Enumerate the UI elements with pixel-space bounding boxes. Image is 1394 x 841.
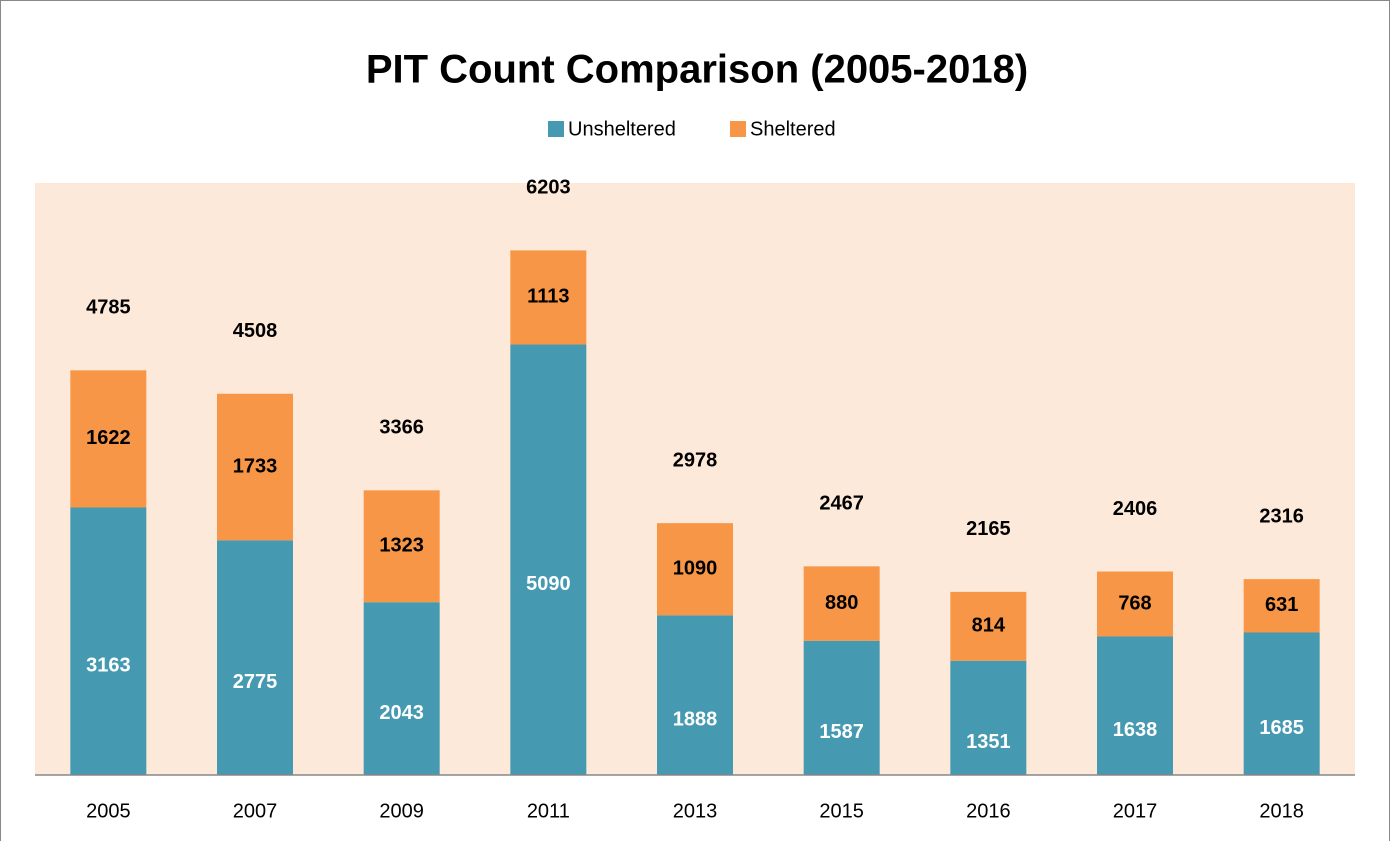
bar-segment [1243, 579, 1320, 633]
total-label: 2406 [1113, 498, 1158, 520]
total-label: 2316 [1259, 505, 1304, 527]
total-label: 4508 [233, 320, 278, 342]
data-label: 2043 [379, 702, 424, 724]
bar-segment [70, 507, 147, 775]
data-label: 1733 [233, 455, 278, 477]
legend-label: Unsheltered [568, 118, 676, 140]
x-tick-label: 2018 [1259, 800, 1304, 822]
data-label: 1888 [673, 708, 718, 730]
total-label: 3366 [379, 417, 424, 439]
data-label: 1113 [527, 286, 569, 308]
x-tick-label: 2017 [1113, 800, 1158, 822]
data-label: 1638 [1113, 719, 1158, 741]
bar-segment [803, 640, 880, 775]
x-tick-label: 2015 [819, 800, 864, 822]
legend-swatch [730, 121, 746, 137]
total-label: 4785 [86, 297, 131, 319]
bar-segment [510, 250, 587, 345]
data-label: 1351 [966, 731, 1011, 753]
data-label: 2775 [233, 671, 278, 693]
x-tick-label: 2005 [86, 800, 131, 822]
total-label: 2467 [819, 493, 864, 515]
bar-segment [657, 615, 733, 775]
bar-segment [950, 591, 1027, 661]
x-tick-label: 2011 [527, 800, 570, 822]
data-label: 1622 [86, 427, 131, 449]
bar-segment [1097, 571, 1173, 637]
data-label: 631 [1265, 594, 1298, 616]
bar-segment [70, 370, 147, 508]
x-tick-label: 2013 [673, 800, 718, 822]
total-label: 2978 [673, 449, 718, 471]
chart-title: PIT Count Comparison (2005-2018) [366, 48, 1028, 92]
x-tick-label: 2016 [966, 800, 1011, 822]
bar-segment [363, 490, 440, 603]
total-label: 6203 [526, 177, 571, 199]
data-label: 880 [825, 592, 858, 614]
bar-segment [950, 660, 1027, 775]
bar-segment [217, 393, 293, 541]
x-tick-label: 2007 [233, 800, 278, 822]
data-label: 1587 [819, 721, 864, 743]
data-label: 768 [1118, 592, 1151, 614]
data-label: 3163 [86, 655, 131, 677]
data-label: 5090 [526, 573, 571, 595]
bar-segment [1097, 636, 1173, 775]
bar-segment [217, 540, 293, 775]
bar-segment [657, 523, 733, 616]
bar-segment [803, 566, 880, 641]
total-label: 2165 [966, 518, 1011, 540]
bar-segment [510, 344, 587, 775]
data-label: 1090 [673, 558, 718, 580]
legend-label: Sheltered [750, 118, 836, 140]
bar-segment [1243, 632, 1320, 775]
x-tick-label: 2009 [379, 800, 424, 822]
legend-swatch [548, 121, 564, 137]
data-label: 1323 [379, 535, 424, 557]
data-label: 1685 [1259, 717, 1304, 739]
bar-segment [363, 602, 440, 775]
data-label: 814 [972, 615, 1006, 637]
